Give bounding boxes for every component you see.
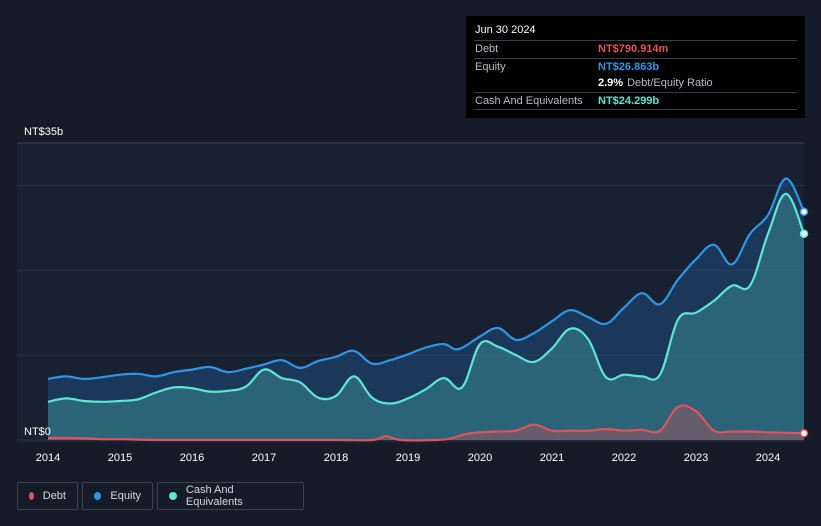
legend-equity[interactable]: Equity (82, 482, 153, 510)
x-tick-label: 2014 (36, 452, 60, 464)
cash-and-equivalents-end-marker (799, 229, 809, 239)
x-axis-ticks: 2014 2015 2016 2017 2018 2019 2020 2021 2022 2023… (36, 452, 780, 464)
debt-end-marker (799, 429, 809, 438)
x-tick-label: 2023 (684, 452, 708, 464)
x-tick-label: 2015 (108, 452, 132, 464)
x-tick-label: 2024 (756, 452, 780, 464)
tooltip-label: Cash And Equivalents (475, 94, 583, 107)
data-tooltip: Jun 30 2024 Debt NT$790.914m Equity NT$2… (466, 16, 805, 118)
legend-label: Cash And Equivalents (185, 484, 243, 508)
equity-line (47, 177, 805, 381)
x-tick-label: 2021 (540, 452, 564, 464)
plot-background (17, 143, 804, 443)
y-label-bottom: NT$0 (24, 426, 51, 438)
x-tick-label: 2019 (396, 452, 420, 464)
tooltip-row-debt: Debt NT$790.914m (474, 40, 797, 58)
tooltip-label: Debt (475, 43, 499, 56)
debt-line (47, 404, 805, 442)
cash-and-equivalents-line (47, 192, 806, 405)
legend-cash[interactable]: Cash And Equivalents (157, 482, 304, 510)
tooltip-bottom-border (474, 109, 797, 110)
x-tick-label: 2017 (252, 452, 276, 464)
tooltip-row-equity: Equity NT$26.863b (474, 57, 797, 76)
legend-label: Equity (110, 490, 141, 502)
series-lines (47, 177, 806, 442)
x-tick-label: 2016 (180, 452, 204, 464)
tooltip-value: NT$26.863b (598, 60, 660, 73)
tooltip-value: NT$790.914m (598, 43, 669, 56)
end-markers (799, 207, 809, 438)
tooltip-value: 2.9% (598, 77, 624, 90)
tooltip-value: NT$24.299b (598, 94, 660, 107)
legend-label: Debt (42, 490, 66, 502)
debt-dot-icon (29, 492, 34, 500)
legend-debt[interactable]: Debt (17, 482, 78, 510)
x-tick-label: 2020 (468, 452, 492, 464)
equity-end-marker (799, 207, 809, 216)
equity-dot-icon (94, 492, 102, 500)
y-label-top: NT$35b (24, 126, 63, 138)
tooltip-date: Jun 30 2024 (475, 24, 536, 36)
cash-dot-icon (169, 492, 177, 500)
x-tick-label: 2022 (612, 452, 636, 464)
equity-area (48, 178, 804, 440)
debt-area (48, 405, 804, 441)
tooltip-label: Equity (475, 60, 506, 73)
x-tick-label: 2018 (324, 452, 348, 464)
tooltip-row-ratio: 2.9% Debt/Equity Ratio (474, 75, 797, 92)
tooltip-subtext: Debt/Equity Ratio (627, 77, 713, 90)
tooltip-row-cash: Cash And Equivalents NT$24.299b (474, 91, 797, 110)
